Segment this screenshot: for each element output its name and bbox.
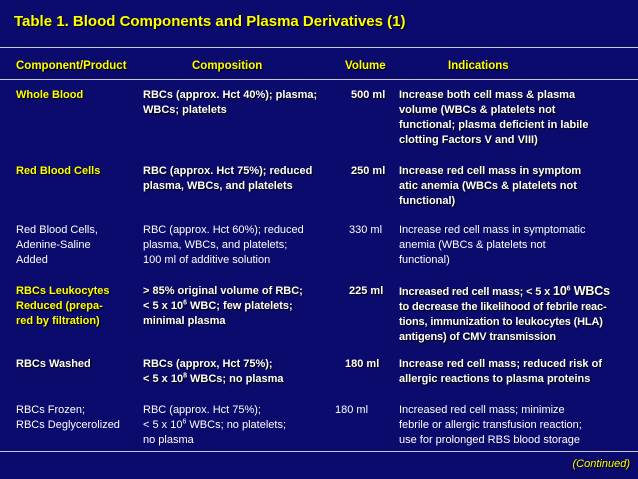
row-composition: RBCs (approx. Hct 40%); plasma; WBCs; pl… (143, 89, 318, 116)
row-indications: Increased red cell mass; < 5 x 106 WBCs … (399, 284, 610, 343)
row-volume: 180 ml (345, 358, 380, 370)
column-header-volume: Volume (345, 60, 386, 72)
column-header-composition: Composition (192, 60, 263, 72)
row-volume: 180 ml (335, 404, 369, 416)
row-component: Whole Blood (16, 89, 84, 101)
table-title: Table 1. Blood Components and Plasma Der… (14, 13, 406, 30)
header-divider-bottom (0, 79, 638, 80)
column-header-indications: Indications (448, 60, 509, 72)
row-indications: Increase red cell mass; reduced risk of … (399, 358, 602, 385)
row-composition: RBCs (approx, Hct 75%); < 5 x 108 WBCs; … (143, 358, 284, 385)
header-divider-top (0, 47, 638, 48)
footer-divider (0, 451, 638, 452)
column-header-component: Component/Product (16, 60, 127, 72)
row-volume: 225 ml (349, 285, 384, 297)
row-component: RBCs Frozen; RBCs Deglycerolized (16, 404, 120, 431)
row-composition: > 85% original volume of RBC; < 5 x 106 … (143, 285, 303, 327)
row-volume: 330 ml (349, 224, 383, 236)
row-volume: 500 ml (351, 89, 386, 101)
row-component: RBCs Washed (16, 358, 91, 370)
row-component: Red Blood Cells (16, 165, 101, 177)
row-indications: Increase both cell mass & plasma volume … (399, 89, 589, 146)
row-composition: RBC (approx. Hct 75%); reduced plasma, W… (143, 165, 313, 192)
continued-note: (Continued) (572, 458, 630, 470)
row-indications: Increase red cell mass in symptom atic a… (399, 165, 582, 207)
row-indications: Increased red cell mass; minimize febril… (399, 404, 582, 446)
row-indications: Increase red cell mass in symptomatic an… (399, 224, 586, 266)
row-component: RBCs Leukocytes Reduced (prepa- red by f… (16, 285, 110, 327)
row-composition: RBC (approx. Hct 75%); < 5 x 106 WBCs; n… (143, 404, 287, 446)
row-component: Red Blood Cells, Adenine-Saline Added (16, 224, 98, 266)
row-volume: 250 ml (351, 165, 386, 177)
row-composition: RBC (approx. Hct 60%); reduced plasma, W… (143, 224, 304, 266)
